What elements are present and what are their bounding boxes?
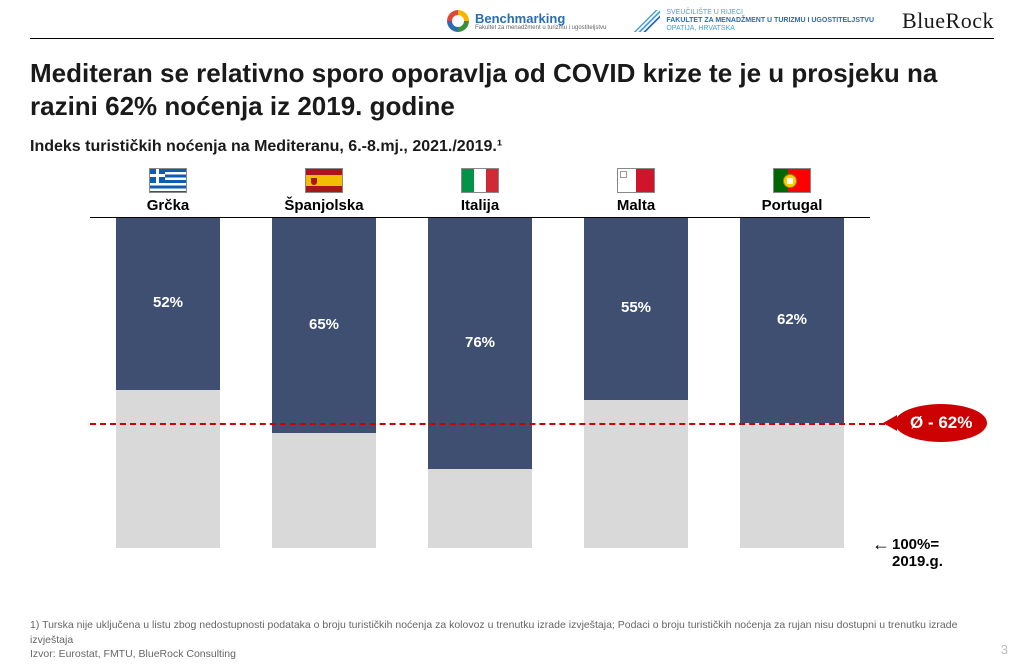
slide-subtitle: Indeks turističkih noćenja na Mediteranu… [30, 138, 994, 156]
logo-benchmarking: Benchmarking Fakultet za menadžment u tu… [447, 10, 606, 32]
chart-bar-column: 62% [714, 218, 870, 548]
bar-value-label: 55% [584, 299, 688, 316]
bar-value-label: 52% [116, 294, 220, 311]
chart-country-header: Portugal [714, 168, 870, 217]
logo-bluerock: BlueRock [902, 8, 994, 34]
logo-faculty-line2: FAKULTET ZA MENADŽMENT U TURIZMU I UGOST… [666, 17, 874, 25]
benchmarking-swirl-icon [447, 10, 469, 32]
bar-value: 62% [740, 218, 844, 423]
chart-bar-column: 55% [558, 218, 714, 548]
logo-faculty-text: SVEUČILIŠTE U RIJECI FAKULTET ZA MENADŽM… [666, 9, 874, 32]
flag-icon [305, 168, 343, 193]
bar-value: 76% [428, 218, 532, 469]
chart-bar-column: 52% [90, 218, 246, 548]
faculty-lines-icon [634, 10, 660, 32]
reference-label: 100%= 2019.g. [892, 536, 943, 570]
page-number: 3 [1001, 642, 1008, 657]
slide: Benchmarking Fakultet za menadžment u tu… [0, 0, 1024, 671]
chart-bars: 52%65%76%55%62%Ø - 62%←100%= 2019.g. [90, 218, 870, 548]
header: Benchmarking Fakultet za menadžment u tu… [30, 8, 994, 39]
bar-value: 55% [584, 218, 688, 400]
chart-country-header: Italija [402, 168, 558, 217]
bar-full: 76% [428, 218, 532, 548]
chart: Grčka Španjolska Italija Malta Portugal 52% 6… [90, 168, 960, 548]
chart-bar-column: 65% [246, 218, 402, 548]
chart-header-row: Grčka Španjolska Italija Malta Portugal [90, 168, 870, 217]
chart-country-header: Grčka [90, 168, 246, 217]
chart-country-header: Španjolska [246, 168, 402, 217]
flag-icon [617, 168, 655, 193]
source-line: Izvor: Eurostat, FMTU, BlueRock Consulti… [30, 647, 994, 661]
bar-full: 65% [272, 218, 376, 548]
logo-benchmarking-main: Benchmarking [475, 12, 606, 25]
bar-value: 52% [116, 218, 220, 390]
flag-icon [149, 168, 187, 193]
country-label: Španjolska [284, 197, 363, 214]
slide-title: Mediteran se relativno sporo oporavlja o… [30, 57, 994, 122]
chart-bar-column: 76% [402, 218, 558, 548]
chart-country-header: Malta [558, 168, 714, 217]
bar-value-label: 65% [272, 316, 376, 333]
footer: 1) Turska nije uključena u listu zbog ne… [30, 618, 994, 661]
bar-value: 65% [272, 218, 376, 433]
logo-faculty: SVEUČILIŠTE U RIJECI FAKULTET ZA MENADŽM… [634, 9, 874, 32]
flag-icon [461, 168, 499, 193]
country-label: Italija [461, 197, 499, 214]
footnote: 1) Turska nije uključena u listu zbog ne… [30, 618, 994, 646]
logo-benchmarking-text: Benchmarking Fakultet za menadžment u tu… [475, 12, 606, 31]
average-badge: Ø - 62% [895, 404, 987, 442]
bar-full: 55% [584, 218, 688, 548]
country-label: Grčka [147, 197, 190, 214]
average-line [90, 423, 885, 425]
bar-value-label: 76% [428, 334, 532, 351]
bar-full: 62% [740, 218, 844, 548]
bar-value-label: 62% [740, 311, 844, 328]
country-label: Malta [617, 197, 655, 214]
logo-benchmarking-sub: Fakultet za menadžment u turizmu i ugost… [475, 25, 606, 31]
reference-arrow-icon: ← [872, 534, 890, 555]
bar-full: 52% [116, 218, 220, 548]
country-label: Portugal [762, 197, 823, 214]
logo-faculty-line1: SVEUČILIŠTE U RIJECI [666, 9, 874, 17]
flag-icon [773, 168, 811, 193]
logo-faculty-line3: OPATIJA, HRVATSKA [666, 25, 874, 33]
